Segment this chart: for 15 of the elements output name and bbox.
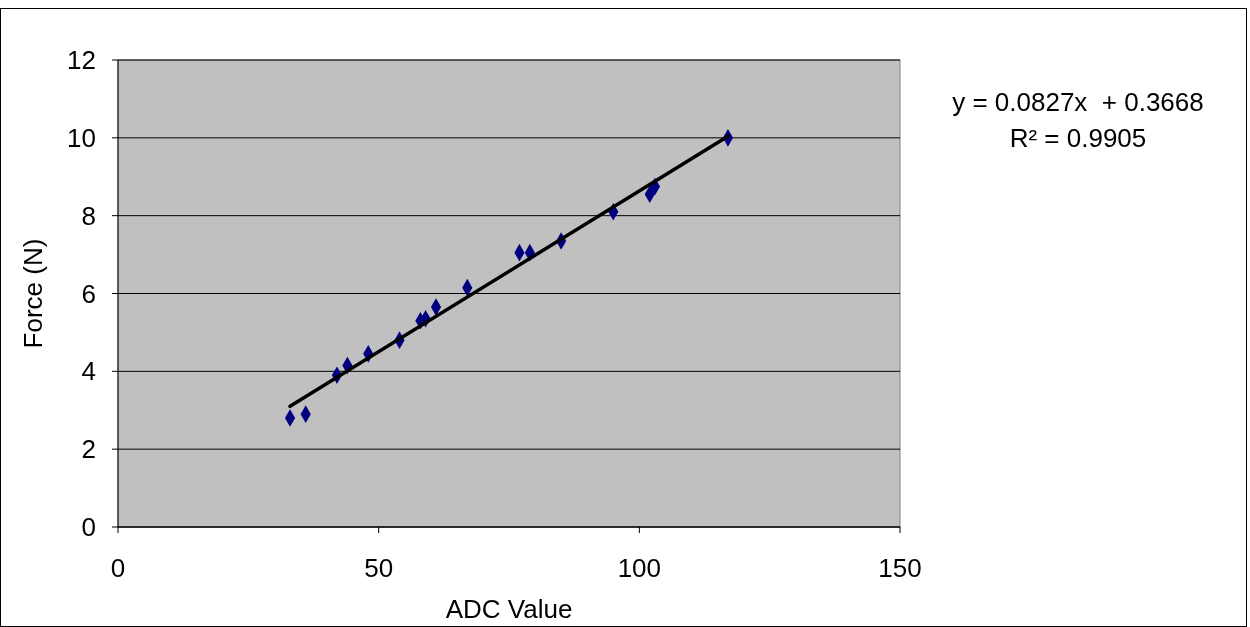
y-tick-label: 6	[81, 278, 96, 309]
y-tick-label: 12	[67, 45, 96, 75]
x-tick-label: 150	[878, 553, 922, 583]
y-tick-label: 10	[67, 122, 96, 153]
y-axis-title: Force (N)	[18, 238, 48, 349]
y-tick-label: 0	[81, 512, 96, 542]
x-tick-label: 0	[110, 553, 126, 583]
y-tick-label: 4	[81, 356, 96, 387]
x-tick-label: 50	[364, 553, 394, 583]
y-tick-label: 2	[81, 434, 96, 465]
x-tick-label: 100	[617, 553, 662, 583]
x-axis-title: ADC Value	[445, 594, 573, 624]
y-tick-label: 8	[81, 200, 96, 231]
text: R² = 0.9905	[1009, 123, 1147, 153]
text: y = 0.0827x + 0.3668	[952, 87, 1204, 117]
